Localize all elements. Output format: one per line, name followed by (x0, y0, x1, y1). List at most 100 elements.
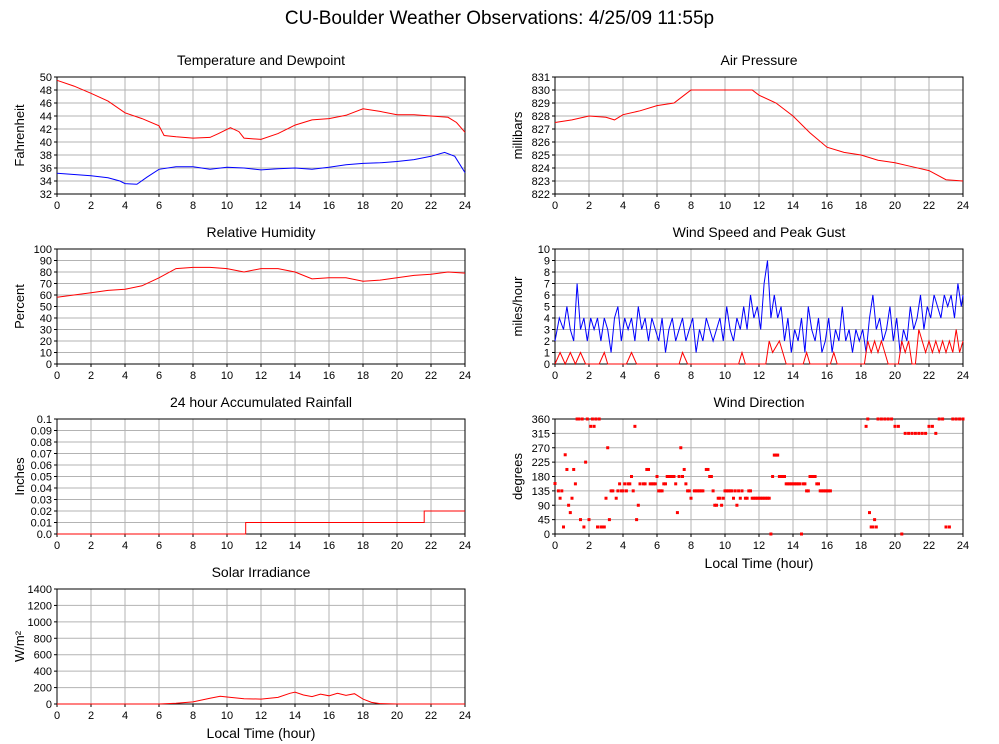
x-tick-label: 2 (88, 370, 94, 382)
data-point (803, 482, 807, 486)
data-point (650, 482, 654, 486)
data-point (628, 482, 632, 486)
chart-title: Wind Direction (713, 394, 804, 410)
data-point (745, 496, 749, 500)
x-tick-label: 16 (821, 540, 833, 552)
y-tick-label: 830 (532, 85, 550, 97)
chart-solar: 0 2 4 6 8 10 12 14 16 18 20 22 240200400600800100012… (12, 564, 471, 741)
data-point (954, 417, 958, 421)
data-point (762, 496, 766, 500)
chart-title: Solar Irradiance (212, 564, 311, 580)
series-line-1 (56, 79, 466, 140)
x-tick-label: 18 (357, 540, 369, 552)
data-point (947, 525, 951, 529)
x-tick-label: 14 (289, 710, 301, 722)
series-line-1 (57, 691, 465, 705)
series-line-2 (554, 329, 964, 366)
y-tick-label: 90 (538, 500, 550, 512)
data-point (696, 489, 700, 493)
data-point (796, 482, 800, 486)
data-point (893, 424, 897, 428)
y-tick-label: 824 (532, 163, 550, 175)
x-tick-label: 12 (753, 540, 765, 552)
data-point (749, 489, 752, 493)
x-tick-label: 22 (425, 710, 437, 722)
y-tick-label: 828 (532, 111, 550, 123)
x-tick-label: 20 (391, 200, 403, 212)
y-tick-label: 825 (532, 150, 550, 162)
y-tick-label: 20 (40, 336, 52, 348)
x-tick-label: 18 (357, 200, 369, 212)
y-tick-label: 46 (40, 98, 52, 110)
data-point (883, 417, 887, 421)
data-point (738, 496, 742, 500)
data-point (767, 496, 771, 500)
x-tick-label: 6 (156, 200, 162, 212)
y-tick-label: 0.08 (31, 437, 52, 449)
data-point (874, 525, 878, 529)
data-point (670, 475, 674, 478)
data-point (951, 417, 955, 421)
data-point (808, 475, 812, 478)
y-tick-label: 0.0 (37, 529, 52, 541)
x-tick-label: 24 (459, 370, 471, 382)
data-point (801, 482, 805, 486)
data-point (772, 453, 776, 457)
data-point (689, 496, 693, 500)
data-point (611, 489, 615, 493)
data-point (674, 482, 678, 486)
data-point (645, 467, 649, 471)
data-point (715, 503, 718, 507)
x-tick-label: 0 (54, 540, 60, 552)
data-point (614, 496, 618, 500)
data-point (585, 417, 589, 421)
y-axis-label: miles/hour (510, 276, 525, 337)
data-point (562, 525, 565, 529)
x-tick-label: 6 (654, 200, 660, 212)
x-tick-label: 24 (459, 200, 471, 212)
x-axis-label: Local Time (hour) (705, 555, 814, 571)
series-line-2 (56, 151, 466, 185)
data-point (580, 417, 584, 421)
data-point (876, 417, 880, 421)
data-point (721, 496, 725, 500)
x-tick-label: 0 (54, 710, 60, 722)
x-tick-label: 0 (54, 370, 60, 382)
x-tick-label: 10 (719, 540, 731, 552)
x-tick-label: 24 (459, 540, 471, 552)
x-tick-label: 10 (221, 200, 233, 212)
x-tick-label: 16 (323, 710, 335, 722)
x-tick-label: 24 (957, 370, 969, 382)
data-point (789, 482, 793, 486)
plot-frame (56, 248, 466, 365)
x-tick-label: 20 (889, 200, 901, 212)
data-point (764, 496, 768, 500)
chart-humidity: 0 2 4 6 8 10 12 14 16 18 20 22 240102030405060708090… (12, 224, 471, 382)
data-point (793, 482, 797, 486)
plot-frame (56, 588, 466, 705)
data-point (740, 489, 744, 493)
x-tick-label: 12 (255, 200, 267, 212)
data-point (920, 431, 924, 435)
x-tick-label: 16 (323, 200, 335, 212)
x-tick-label: 2 (88, 200, 94, 212)
y-tick-label: 0 (46, 699, 52, 711)
data-point (556, 489, 560, 493)
data-point (568, 511, 572, 515)
x-tick-label: 22 (425, 370, 437, 382)
series-line-1 (56, 266, 466, 298)
x-tick-label: 10 (221, 370, 233, 382)
y-tick-label: 9 (544, 256, 550, 268)
data-point (652, 482, 656, 486)
data-point (563, 453, 567, 457)
y-tick-label: 60 (40, 290, 52, 302)
data-point (572, 467, 576, 471)
data-point (815, 482, 819, 486)
x-tick-label: 18 (855, 370, 867, 382)
x-tick-label: 8 (190, 200, 196, 212)
series-line-1 (57, 510, 465, 535)
data-point (961, 417, 965, 421)
data-point (910, 431, 914, 435)
data-point (720, 503, 724, 507)
